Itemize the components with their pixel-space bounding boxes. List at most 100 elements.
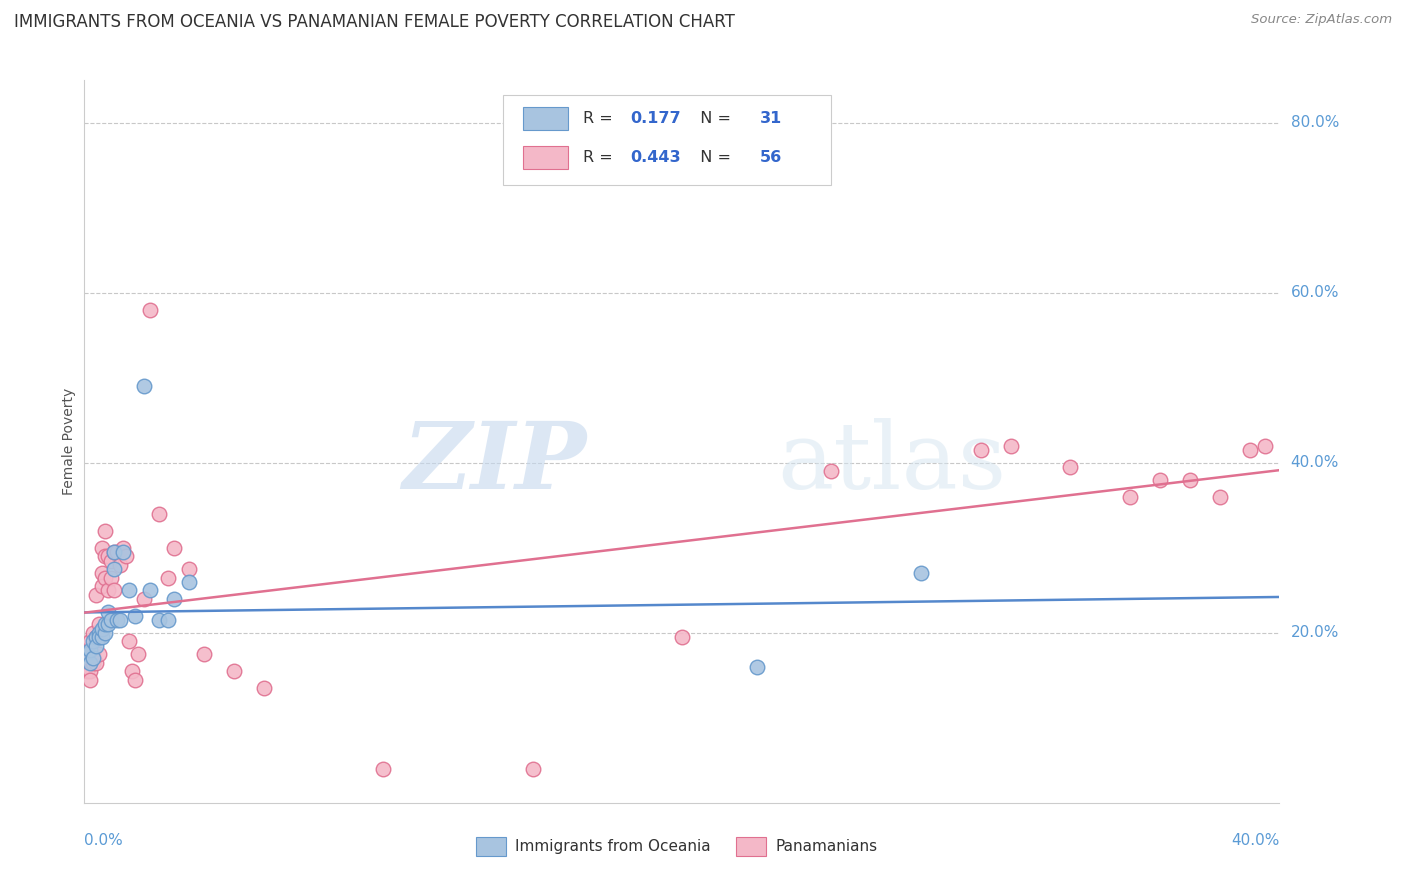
Point [79,664,101,678]
Point [97,549,120,564]
Point [82,651,104,665]
Text: 40.0%: 40.0% [1291,455,1339,470]
Point [94,570,117,584]
Text: 0.443: 0.443 [630,150,681,165]
Point [97,617,120,632]
Point [82,634,104,648]
Text: 56: 56 [759,150,782,165]
Point [103,562,125,576]
Point [79,634,101,648]
Text: Source: ZipAtlas.com: Source: ZipAtlas.com [1251,13,1392,27]
Point [112,541,135,555]
Point [103,545,125,559]
Point [132,591,156,606]
Point [253,681,276,695]
Y-axis label: Female Poverty: Female Poverty [62,388,76,495]
Point [91,630,114,644]
Point [76,664,98,678]
Point [124,608,146,623]
Point [193,647,215,661]
Point [163,591,186,606]
Point [127,647,149,661]
FancyBboxPatch shape [503,95,831,185]
Text: 0.0%: 0.0% [84,833,124,848]
Point [79,656,101,670]
Point [1178,473,1201,487]
Point [118,583,141,598]
Point [105,545,128,559]
Point [100,613,122,627]
Point [94,524,117,538]
Point [89,625,111,640]
Point [139,302,162,317]
Point [94,617,117,632]
FancyBboxPatch shape [477,838,506,855]
Point [222,664,245,678]
Text: 40.0%: 40.0% [1232,833,1279,848]
Point [89,630,111,644]
Text: atlas: atlas [778,418,1007,508]
Point [110,613,132,627]
Text: N =: N = [690,150,737,165]
Point [82,647,104,661]
Point [148,507,170,521]
Point [82,656,104,670]
Point [1209,490,1232,504]
Point [86,656,108,670]
Point [148,613,170,627]
Point [86,630,108,644]
Point [97,583,120,598]
Point [373,762,395,776]
Point [1253,439,1275,453]
Point [157,570,180,584]
Point [100,570,122,584]
Text: 20.0%: 20.0% [1291,625,1339,640]
Text: 60.0%: 60.0% [1291,285,1339,301]
Point [86,588,108,602]
Text: R =: R = [582,112,617,126]
Point [89,617,111,632]
Point [671,630,693,644]
Point [97,605,120,619]
Point [522,762,544,776]
Point [110,558,132,572]
Point [124,673,146,687]
Point [79,673,101,687]
Point [103,545,125,559]
Point [115,549,138,564]
FancyBboxPatch shape [735,838,766,855]
Text: 80.0%: 80.0% [1291,115,1339,130]
Text: 0.177: 0.177 [630,112,681,126]
Text: Panamanians: Panamanians [775,838,877,854]
Point [86,630,108,644]
Point [177,562,200,576]
Point [91,541,114,555]
Point [103,583,125,598]
Point [82,625,104,640]
Point [100,553,122,567]
Point [91,566,114,581]
Point [91,622,114,636]
Text: N =: N = [690,112,737,126]
Point [86,639,108,653]
Point [163,541,186,555]
FancyBboxPatch shape [523,146,568,169]
Text: IMMIGRANTS FROM OCEANIA VS PANAMANIAN FEMALE POVERTY CORRELATION CHART: IMMIGRANTS FROM OCEANIA VS PANAMANIAN FE… [14,13,735,31]
Point [970,443,993,458]
Point [118,634,141,648]
Text: Immigrants from Oceania: Immigrants from Oceania [515,838,710,854]
Text: R =: R = [582,150,617,165]
Point [1119,490,1142,504]
Point [1239,443,1261,458]
Point [745,660,768,674]
Point [94,549,117,564]
Point [1000,439,1022,453]
Point [177,574,200,589]
Point [91,579,114,593]
Point [121,664,143,678]
Point [132,379,156,393]
Point [157,613,180,627]
FancyBboxPatch shape [523,107,568,130]
Point [112,545,135,559]
Point [105,613,128,627]
